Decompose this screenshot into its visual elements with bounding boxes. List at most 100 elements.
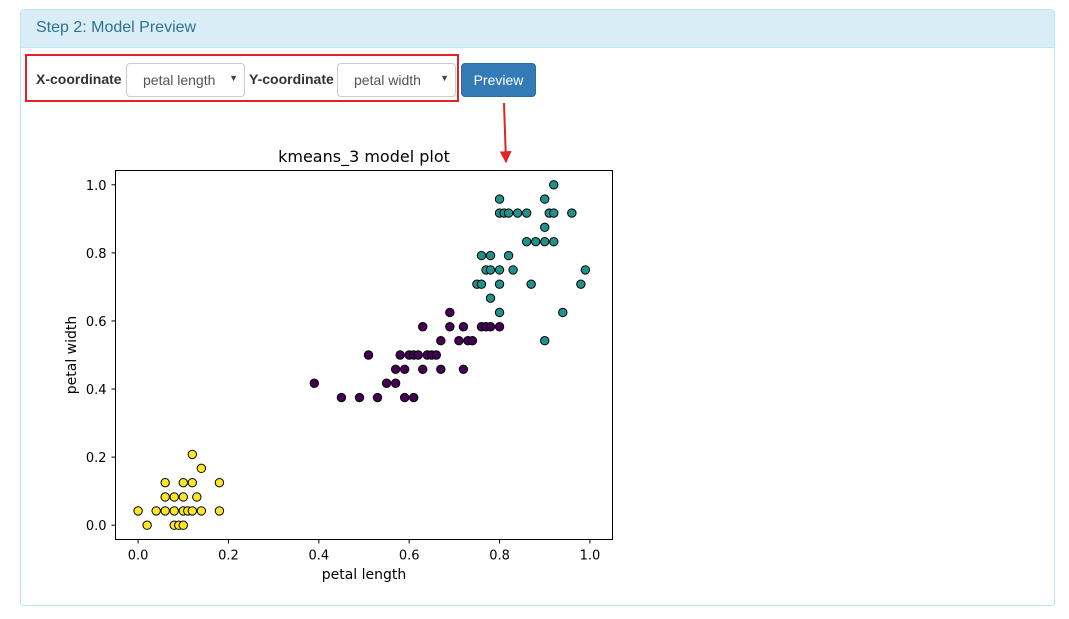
data-point-cluster-0 [458, 322, 469, 332]
y-tick-label: 0.0 [86, 519, 107, 534]
data-point-cluster-2 [169, 492, 179, 502]
x-axis-label: petal length [322, 567, 407, 583]
data-point-cluster-0 [445, 322, 455, 332]
chart-title: kmeans_3 model plot [278, 147, 450, 167]
x-coordinate-label: X-coordinate [36, 71, 122, 87]
data-point-cluster-2 [160, 506, 170, 516]
data-point-cluster-1 [503, 208, 514, 218]
data-point-cluster-0 [381, 378, 392, 388]
data-point-cluster-0 [309, 378, 319, 388]
x-tick-label: 0.6 [399, 549, 420, 564]
data-point-cluster-1 [494, 194, 505, 204]
annotation-arrow [499, 102, 512, 164]
data-point-cluster-1 [540, 236, 550, 247]
data-point-cluster-1 [503, 250, 514, 261]
data-point-cluster-0 [395, 350, 405, 360]
scatter-chart: kmeans_3 model plot 0.0 0.2 0.4 0.6 0.8 1.0 0… [64, 147, 613, 583]
data-point-cluster-0 [454, 336, 464, 346]
x-coordinate-value: petal length [143, 72, 216, 88]
data-point-cluster-1 [567, 208, 577, 218]
data-point-cluster-1 [576, 279, 586, 289]
data-point-cluster-1 [521, 208, 532, 218]
data-point-cluster-2 [178, 492, 188, 502]
data-point-cluster-0 [390, 364, 401, 374]
data-point-cluster-1 [526, 279, 536, 289]
data-point-cluster-2 [196, 506, 207, 516]
data-point-cluster-0 [436, 336, 446, 346]
data-point-cluster-0 [418, 322, 428, 332]
data-point-cluster-2 [214, 477, 225, 488]
x-tick-label: 0.4 [308, 549, 329, 564]
data-point-cluster-0 [363, 350, 374, 360]
x-tick-label: 0.8 [489, 549, 510, 564]
chevron-down-icon: ▼ [440, 73, 449, 83]
data-point-cluster-1 [508, 265, 518, 275]
data-point-cluster-2 [187, 506, 198, 516]
data-point-cluster-1 [521, 236, 532, 247]
data-point-cluster-0 [494, 322, 505, 332]
data-point-cluster-1 [549, 236, 559, 247]
data-point-cluster-0 [372, 392, 383, 403]
x-tick-label: 0.2 [218, 549, 239, 564]
data-point-cluster-2 [142, 520, 152, 530]
data-point-cluster-1 [549, 180, 559, 190]
data-point-cluster-0 [413, 350, 423, 360]
data-point-cluster-1 [530, 236, 541, 247]
data-point-cluster-1 [476, 279, 487, 289]
y-tick-label: 0.4 [86, 383, 107, 398]
data-point-cluster-1 [540, 222, 550, 233]
data-point-cluster-1 [558, 307, 568, 318]
data-point-cluster-0 [418, 364, 428, 374]
x-axis: 0.0 0.2 0.4 0.6 0.8 1.0 [128, 539, 601, 564]
data-point-cluster-0 [354, 392, 365, 403]
data-point-cluster-2 [151, 506, 161, 516]
data-point-cluster-1 [485, 250, 496, 261]
data-point-cluster-1 [494, 265, 505, 275]
data-point-cluster-2 [160, 477, 170, 488]
data-point-cluster-0 [431, 350, 441, 360]
x-tick-label: 1.0 [580, 549, 601, 564]
data-point-cluster-1 [494, 279, 505, 289]
data-point-cluster-1 [540, 336, 550, 346]
data-point-cluster-0 [399, 392, 410, 403]
x-coordinate-select[interactable]: petal length ▼ [126, 63, 245, 97]
data-point-cluster-2 [214, 506, 225, 516]
data-point-cluster-2 [187, 477, 198, 488]
data-point-cluster-2 [196, 463, 207, 474]
data-point-cluster-1 [580, 265, 591, 275]
y-axis-label: petal width [64, 316, 80, 395]
data-point-cluster-1 [485, 265, 496, 275]
data-point-cluster-1 [512, 208, 523, 218]
data-point-cluster-1 [540, 194, 550, 204]
data-point-cluster-0 [485, 322, 496, 332]
y-tick-label: 0.2 [86, 451, 107, 466]
data-point-cluster-0 [445, 307, 455, 318]
data-point-cluster-1 [549, 208, 559, 218]
data-points [133, 180, 591, 530]
data-point-cluster-2 [160, 492, 170, 502]
data-point-cluster-0 [390, 378, 401, 388]
data-point-cluster-2 [192, 492, 202, 502]
y-tick-label: 0.8 [86, 247, 107, 262]
x-tick-label: 0.0 [128, 549, 149, 564]
data-point-cluster-1 [485, 293, 496, 303]
data-point-cluster-2 [187, 449, 198, 460]
y-axis: 0.0 0.2 0.4 0.6 0.8 1.0 [86, 179, 116, 534]
data-point-cluster-1 [476, 250, 487, 261]
y-tick-label: 1.0 [86, 179, 107, 194]
data-point-cluster-0 [336, 392, 347, 403]
coordinate-controls-highlight [25, 54, 459, 102]
y-coordinate-label: Y-coordinate [249, 71, 334, 87]
data-point-cluster-2 [169, 506, 179, 516]
data-point-cluster-0 [436, 364, 446, 374]
data-point-cluster-0 [458, 364, 469, 374]
data-point-cluster-2 [178, 520, 188, 530]
data-point-cluster-2 [133, 506, 143, 516]
data-point-cluster-0 [467, 336, 478, 346]
preview-button[interactable]: Preview [461, 63, 536, 97]
y-tick-label: 0.6 [86, 315, 107, 330]
y-coordinate-select[interactable]: petal width ▼ [337, 63, 456, 97]
data-point-cluster-1 [494, 307, 505, 318]
data-point-cluster-0 [399, 364, 410, 374]
